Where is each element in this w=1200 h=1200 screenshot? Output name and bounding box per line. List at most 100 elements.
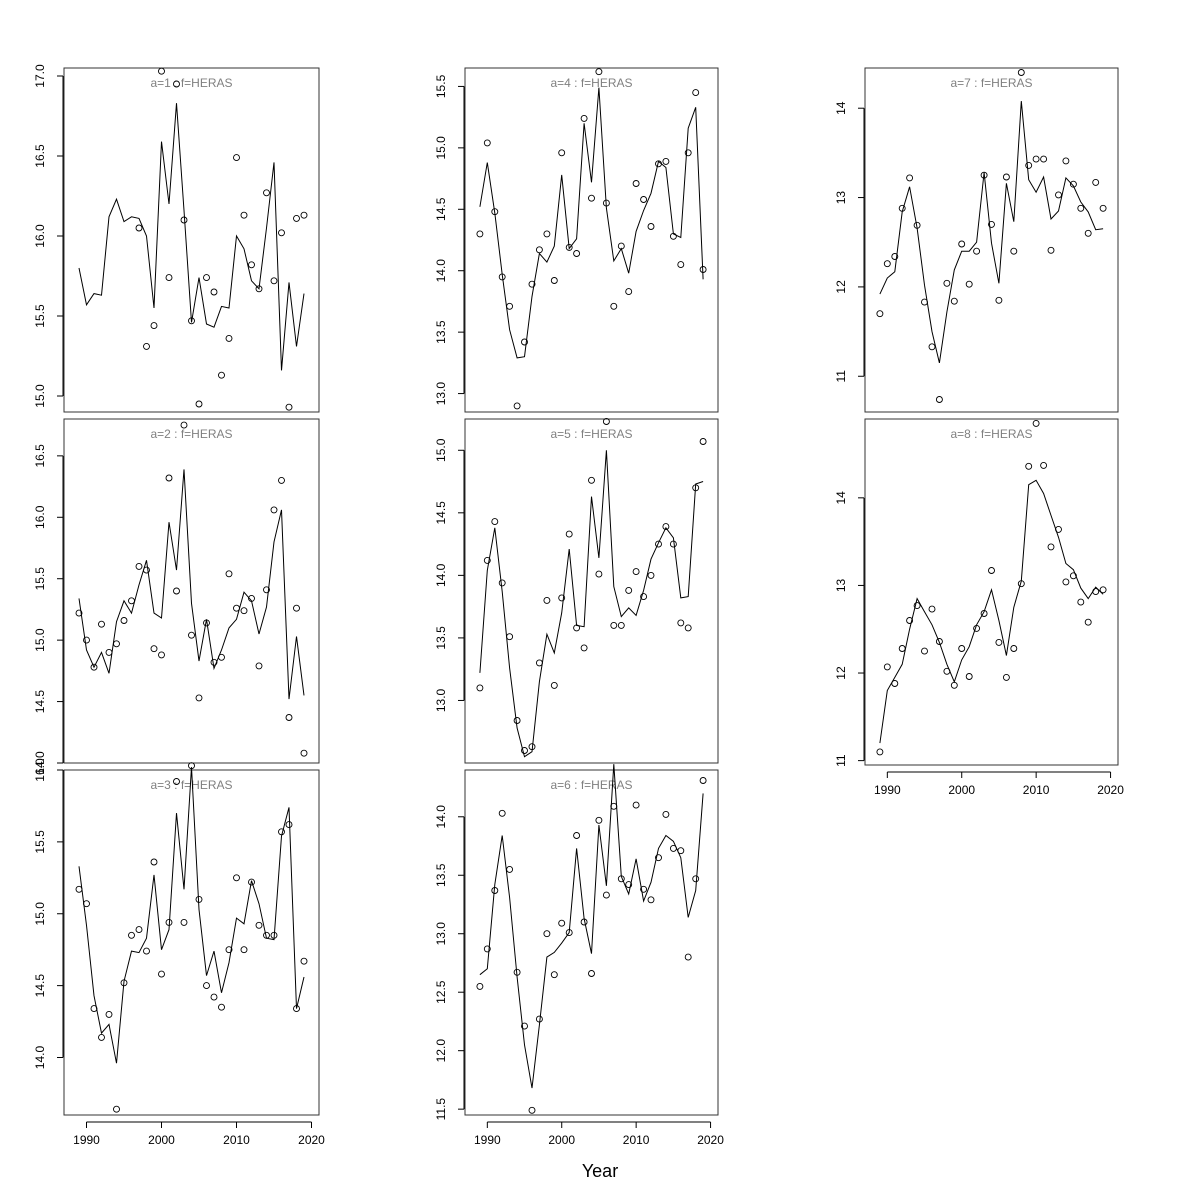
observed-point (491, 208, 499, 216)
panel-title: a=7 : f=HERAS (950, 76, 1032, 90)
observed-point (684, 953, 692, 961)
observed-point (647, 223, 655, 230)
observed-point (535, 246, 543, 254)
observed-point (491, 887, 499, 894)
observed-point (1047, 543, 1055, 551)
panel-frame (864, 418, 1119, 766)
observed-point (640, 196, 648, 203)
observed-point (1062, 157, 1070, 165)
observed-point (1062, 578, 1070, 586)
observed-point (498, 809, 506, 817)
observed-point (973, 624, 981, 632)
y-tick-label: 12 (834, 280, 848, 294)
observed-point (1025, 462, 1033, 470)
panel-title: a=3 : f=HERAS (150, 778, 232, 792)
observed-point (150, 858, 158, 866)
x-tick-label: 2020 (298, 1133, 325, 1147)
observed-point (165, 918, 173, 926)
observed-point (128, 597, 135, 605)
observed-point (158, 651, 165, 659)
observed-point (662, 157, 670, 165)
observed-point (610, 621, 618, 629)
x-tick-label: 1990 (874, 783, 901, 797)
observed-point (588, 970, 595, 977)
observed-point (1032, 155, 1040, 163)
observed-point (543, 930, 551, 938)
y-tick-label: 13.5 (434, 626, 448, 650)
observed-point (662, 523, 670, 531)
observed-point (1040, 155, 1048, 163)
observed-point (558, 149, 566, 157)
observed-point (240, 946, 248, 954)
observed-point (263, 586, 270, 594)
observed-point (173, 80, 180, 88)
observed-point (580, 644, 588, 652)
y-tick-label: 14 (834, 101, 848, 115)
observed-point (158, 67, 165, 75)
observed-point (662, 810, 670, 818)
observed-point (300, 957, 308, 965)
y-tick-label: 15.0 (33, 628, 47, 652)
observed-point (203, 619, 210, 627)
observed-point (90, 663, 98, 671)
observed-point (677, 619, 685, 627)
y-tick-label: 12.5 (434, 980, 448, 1004)
observed-point (699, 438, 707, 445)
observed-point (143, 947, 150, 955)
observed-point (240, 607, 248, 615)
observed-point (943, 667, 951, 675)
observed-point (543, 596, 551, 604)
observed-point (595, 816, 603, 824)
observed-point (180, 918, 188, 926)
observed-point (640, 593, 648, 601)
panel-a6: a=6 : f=HERAS 11.5 12.0 12.5 13.0 13.5 14.0 199… (434, 764, 724, 1147)
observed-point (135, 562, 143, 570)
y-tick-label: 16.5 (33, 144, 47, 168)
observed-point (218, 653, 225, 661)
panels-group: a=1 : f=HERAS 15.0 15.5 16.0 16.5 17.0 a=2 : f… (33, 64, 1124, 1147)
observed-point (610, 302, 618, 310)
observed-point (491, 518, 499, 526)
observed-point (640, 885, 648, 893)
observed-point (647, 571, 655, 579)
observed-point (506, 865, 514, 873)
observed-point (655, 540, 662, 548)
observed-point (165, 274, 173, 282)
observed-point (876, 310, 884, 318)
observed-point (617, 621, 625, 629)
observed-point (180, 216, 188, 224)
y-tick-label: 11 (834, 754, 848, 767)
observed-point (225, 946, 233, 954)
observed-point (891, 680, 899, 687)
observed-point (255, 921, 263, 929)
panel-a7: a=7 : f=HERAS 11 12 13 14 (834, 67, 1119, 413)
y-tick-label: 16.0 (33, 224, 47, 248)
y-tick-label: 14.5 (33, 974, 47, 998)
y-tick-label: 15.0 (33, 902, 47, 926)
observed-point (602, 891, 610, 899)
observed-point (528, 743, 536, 751)
observed-point (498, 273, 506, 281)
observed-point (684, 624, 692, 632)
observed-point (580, 114, 588, 122)
observed-point (75, 609, 83, 617)
observed-point (921, 647, 928, 655)
y-tick-label: 13.0 (434, 922, 448, 946)
observed-point (669, 844, 677, 852)
panel-title: a=6 : f=HERAS (550, 778, 632, 792)
observed-point (677, 261, 685, 269)
observed-point (1077, 204, 1085, 212)
observed-point (950, 681, 958, 689)
y-tick-label: 12 (834, 666, 848, 680)
y-tick-label: 16.5 (33, 444, 47, 468)
observed-point (255, 285, 263, 293)
observed-point (210, 993, 218, 1001)
y-tick-label: 14.0 (434, 259, 448, 283)
x-tick-label: 2010 (223, 1133, 250, 1147)
observed-point (550, 971, 558, 979)
panel-a5: a=5 : f=HERAS 13.0 13.5 14.0 14.5 15.0 (434, 418, 719, 764)
observed-point (188, 762, 195, 770)
observed-point (550, 277, 558, 284)
observed-point (293, 1005, 300, 1013)
y-tick-label: 15.5 (33, 830, 47, 854)
